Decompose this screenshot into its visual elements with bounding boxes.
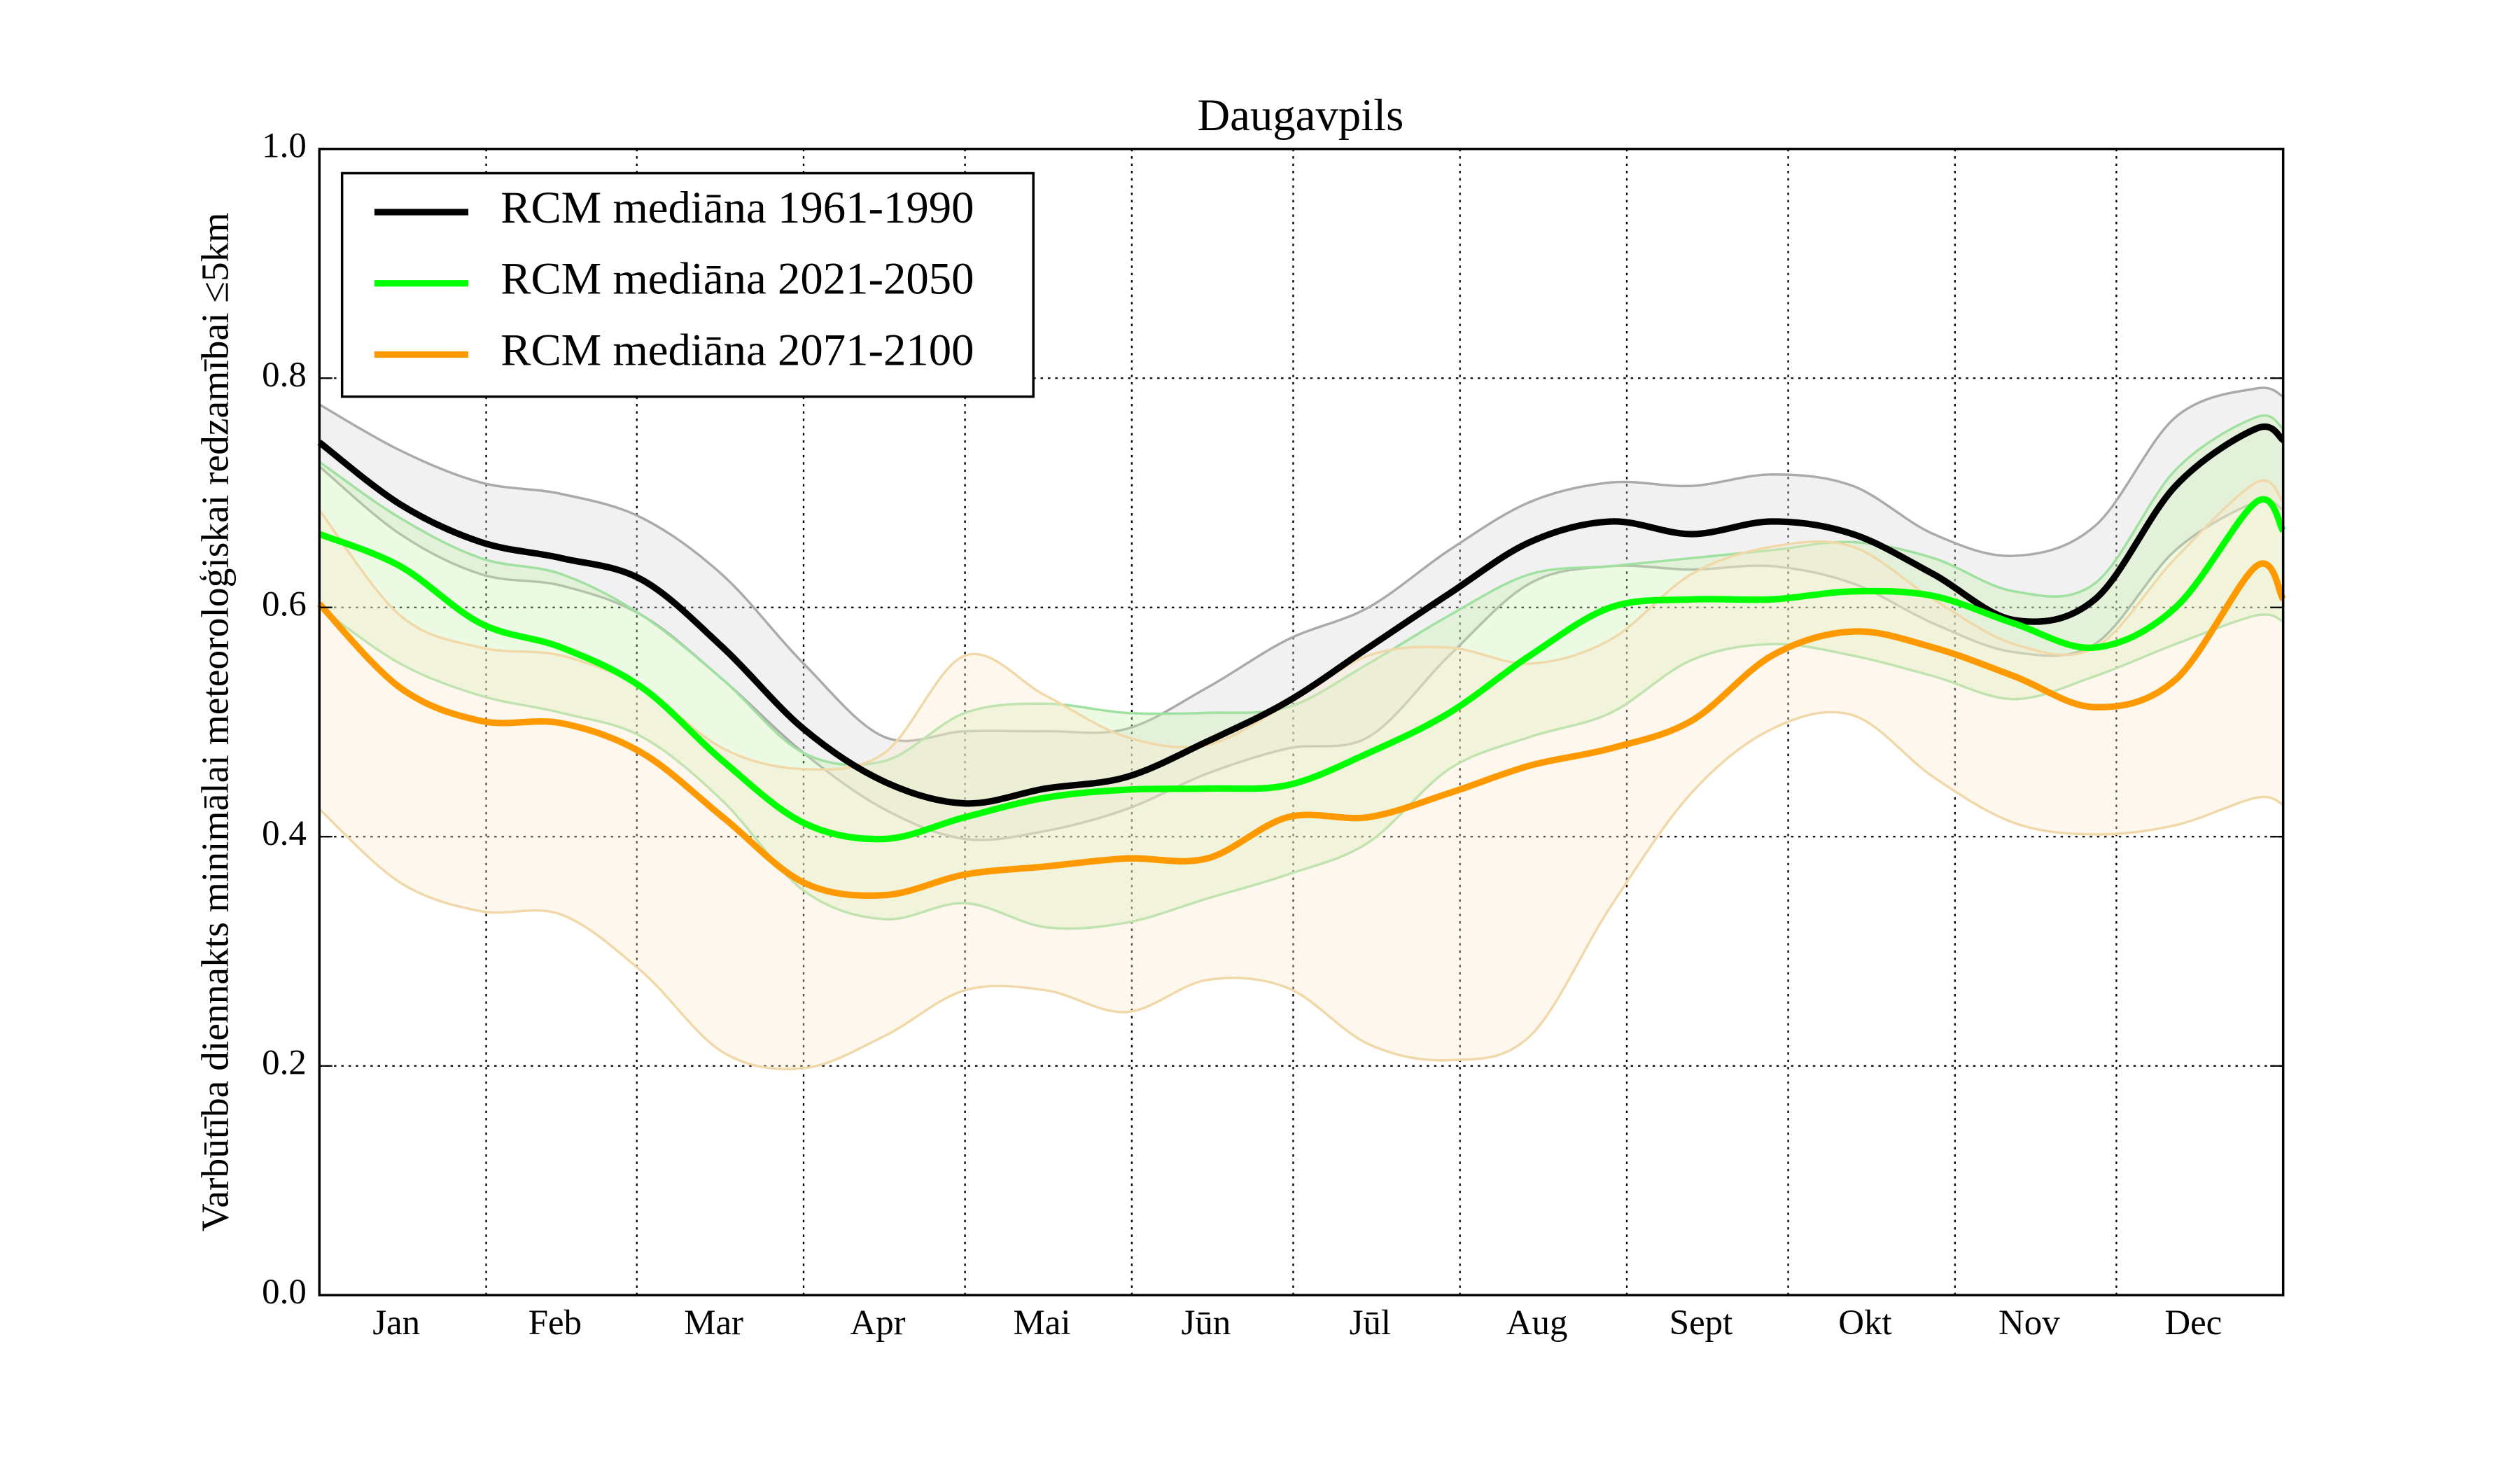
x-tick-label: Mai <box>1014 1303 1071 1343</box>
band-edge <box>318 710 2284 1070</box>
legend-label: RCM mediāna 2071-2100 <box>500 325 974 375</box>
band <box>319 387 2283 840</box>
y-tick-label: 0.0 <box>262 1273 307 1312</box>
x-tick-label: Jūn <box>1182 1303 1231 1343</box>
y-tick-label: 0.2 <box>262 1043 307 1082</box>
band <box>319 480 2283 1070</box>
y-tick-label: 0.6 <box>262 584 307 624</box>
y-axis-label: Varbūtība diennakts minimālai meteoroloģ… <box>195 212 237 1231</box>
plot-frame <box>318 148 2285 1296</box>
legend-label: RCM mediāna 1961-1990 <box>500 183 974 233</box>
x-tick-label: Okt <box>1838 1303 1891 1343</box>
band-edge <box>318 414 2284 766</box>
line <box>318 496 2286 843</box>
x-tick-label: Dec <box>2164 1303 2222 1343</box>
line <box>316 560 2286 899</box>
band <box>319 415 2283 929</box>
x-tick-label: Feb <box>528 1303 582 1343</box>
x-tick-label: Apr <box>850 1303 905 1343</box>
legend-label: RCM mediāna 2021-2050 <box>500 254 974 304</box>
x-tick-label: Nov <box>1998 1303 2060 1343</box>
chart-title: Daugavpils <box>1197 90 1404 141</box>
x-tick-label: Jūl <box>1350 1303 1391 1343</box>
x-tick-label: Aug <box>1506 1303 1568 1343</box>
y-tick-label: 0.8 <box>262 356 307 395</box>
x-tick-label: Sept <box>1670 1303 1732 1343</box>
y-tick-label: 1.0 <box>262 126 307 165</box>
x-tick-label: Jan <box>372 1303 420 1343</box>
x-tick-label: Mar <box>684 1303 743 1343</box>
band-edge <box>318 606 2284 930</box>
legend: RCM mediāna 1961-1990 RCM mediāna 2021-20… <box>340 172 1035 398</box>
band-edge <box>318 386 2284 743</box>
y-tick-label: 0.4 <box>262 814 307 853</box>
